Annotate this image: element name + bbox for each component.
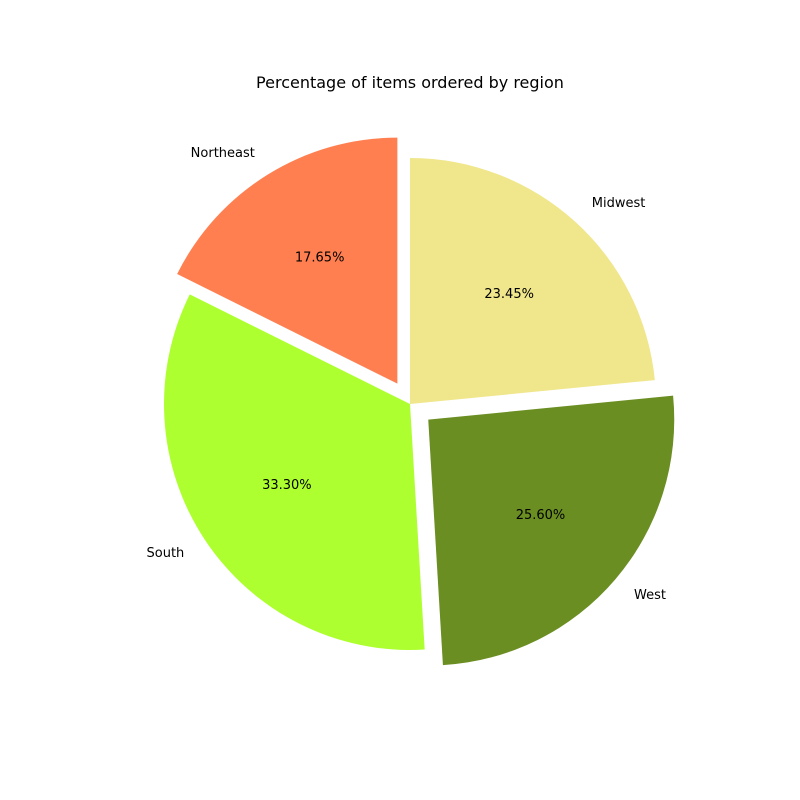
percent-label-west: 25.60% (516, 508, 566, 523)
slices-layer (164, 137, 675, 666)
pie-slice-west (428, 395, 675, 666)
slice-label-west: West (634, 588, 666, 603)
percent-label-northeast: 17.65% (295, 251, 345, 266)
percent-label-south: 33.30% (262, 478, 312, 493)
pie-slice-northeast (177, 137, 398, 384)
pie-slice-midwest (410, 158, 655, 404)
slice-label-south: South (147, 546, 185, 561)
chart-title: Percentage of items ordered by region (256, 73, 564, 92)
slice-label-northeast: Northeast (191, 146, 255, 161)
slice-label-midwest: Midwest (592, 196, 646, 211)
labels-layer: Northeast 17.65% South 33.30% West 25.60% Midw… (147, 146, 666, 603)
percent-label-midwest: 23.45% (484, 287, 534, 302)
pie-slice-south (164, 294, 425, 650)
